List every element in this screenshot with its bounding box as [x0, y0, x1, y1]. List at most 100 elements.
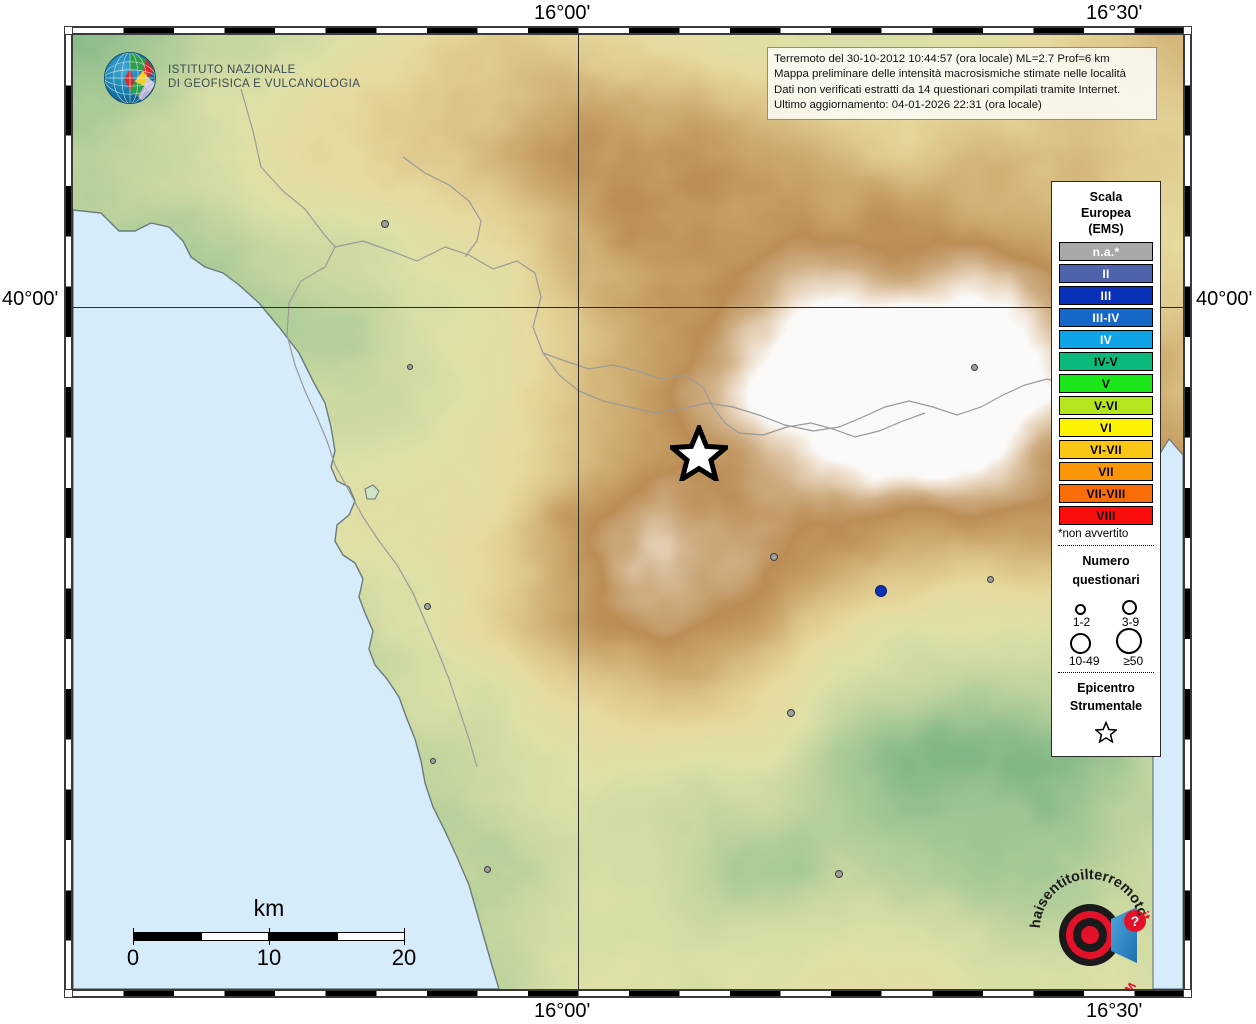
scale-bar-label-0: 0: [126, 945, 140, 970]
graticule-band-bottom: [72, 990, 1184, 997]
scale-bar-seg-3: [269, 932, 337, 941]
intensity-marker[interactable]: [430, 758, 436, 764]
legend-title-line3: (EMS): [1088, 222, 1124, 236]
legend-divider-2: [1058, 671, 1154, 673]
ingv-globe-icon: [104, 52, 156, 104]
intensity-marker[interactable]: [381, 220, 389, 228]
count-circle-10-49: [1069, 632, 1091, 654]
legend-swatch-label: V: [1101, 376, 1111, 391]
scale-bar-unit: km: [253, 895, 285, 921]
graticule-label-top-left: 16°00': [534, 2, 591, 24]
graticule-label-top-right: 16°30': [1086, 2, 1143, 24]
legend-swatch-iii-iv: III-IV: [1059, 308, 1153, 327]
ingv-logo-line2: DI GEOFISICA E VULCANOLOGIA: [168, 78, 361, 90]
legend-swatch-n-a-: n.a.*: [1059, 242, 1153, 261]
legend-count-title-line1: Numero: [1082, 554, 1130, 568]
scale-bar-label-10: 10: [256, 945, 282, 970]
info-line-2: Mappa preliminare delle intensità macros…: [774, 68, 1127, 81]
graticule-band-left: [65, 34, 72, 990]
count-label-50: ≥50: [1123, 653, 1144, 668]
legend-swatch-ii: II: [1059, 264, 1153, 283]
event-info-box: Terremoto del 30-10-2012 10:44:57 (ora l…: [767, 47, 1157, 120]
info-line-1: Terremoto del 30-10-2012 10:44:57 (ora l…: [774, 53, 1110, 65]
count-circle-1-2: [1075, 603, 1086, 615]
scale-bar-tick-0: [133, 928, 134, 945]
legend-swatch-iii: III: [1059, 286, 1153, 305]
intensity-marker[interactable]: [423, 602, 431, 610]
ingv-logo-text: ISTITUTO NAZIONALE DI GEOFISICA E VULCAN…: [168, 64, 360, 91]
legend-epicentre-symbol: [1057, 720, 1155, 748]
coastline-layer: [73, 88, 1183, 989]
graticule-label-bottom-right: 16°30': [1086, 1000, 1143, 1022]
intensity-marker[interactable]: [787, 709, 795, 717]
legend-swatch-label: IV: [1100, 332, 1112, 347]
map-canvas[interactable]: ISTITUTO NAZIONALE DI GEOFISICA E VULCAN…: [73, 35, 1183, 989]
legend-swatch-label: II: [1102, 266, 1110, 281]
intensity-marker[interactable]: [483, 865, 491, 873]
graticule-meridian-16-00: [578, 35, 579, 989]
scale-bar-label-20: 20: [391, 945, 417, 970]
legend-swatch-label: V-VI: [1094, 398, 1118, 413]
legend-footnote: *non avvertito: [1058, 528, 1129, 540]
graticule-band-top: [72, 27, 1184, 34]
legend-swatch-label: III-IV: [1092, 310, 1120, 325]
legend-star-icon: [1093, 720, 1119, 744]
scale-bar-labels: 0 10 20: [119, 945, 419, 971]
legend-swatch-label: VI: [1100, 420, 1112, 435]
epicentre-star-icon[interactable]: [670, 425, 728, 481]
count-label-1-2: 1-2: [1072, 614, 1091, 629]
legend-swatch-label: VII-VIII: [1086, 486, 1126, 501]
intensity-marker[interactable]: [875, 585, 887, 597]
graticule-label-bottom-left: 16°00': [534, 1000, 591, 1022]
legend-swatch-iv: IV: [1059, 330, 1153, 349]
ingv-logo-line1: ISTITUTO NAZIONALE: [168, 64, 296, 77]
hsit-logo-text-bottom: www.: [1099, 978, 1140, 989]
scale-bar-seg-4: [337, 932, 405, 941]
scale-bar-seg-1: [133, 932, 201, 941]
scale-bar-tick-10: [269, 928, 270, 945]
legend-swatch-label: IV-V: [1094, 354, 1118, 369]
legend-swatch-label: VI-VII: [1090, 442, 1122, 457]
legend-swatch-vi: VI: [1059, 418, 1153, 437]
scale-bar-seg-2: [201, 932, 269, 941]
svg-text:?: ?: [1131, 913, 1140, 929]
info-line-4: Ultimo aggiornamento: 04-01-2026 22:31 (…: [774, 99, 1042, 112]
legend-count-title-line2: questionari: [1072, 572, 1140, 587]
legend-swatch-iv-v: IV-V: [1059, 352, 1153, 371]
scale-bar-tick-20: [404, 928, 405, 945]
graticule-label-right: 40°00': [1196, 288, 1253, 310]
legend-swatch-label: VII: [1098, 464, 1114, 479]
svg-text:www.: www.: [1099, 978, 1140, 990]
legend-epicentre-title-line2: Strumentale: [1069, 699, 1143, 714]
map-legend: Scala Europea (EMS) n.a.* II III III-IV IV IV…: [1051, 181, 1161, 757]
intensity-marker[interactable]: [835, 870, 843, 878]
legend-intensity-swatches: n.a.* II III III-IV IV IV-V V V-VI VI VI-VII VII VI…: [1057, 242, 1155, 525]
legend-swatch-viii: VIII: [1059, 506, 1153, 525]
legend-swatch-v: V: [1059, 374, 1153, 393]
legend-swatch-vi-vii: VI-VII: [1059, 440, 1153, 459]
intensity-marker[interactable]: [986, 575, 994, 583]
count-circle-3-9: [1122, 599, 1137, 615]
legend-swatch-label: III: [1100, 288, 1112, 303]
intensity-marker[interactable]: [770, 553, 778, 561]
haisentitoilterremoto-logo[interactable]: ? haisentitoilterremoto www. .it: [1025, 867, 1155, 990]
scale-bar: km 0 10 20: [119, 895, 419, 971]
legend-swatch-label: VIII: [1096, 508, 1116, 523]
legend-count-symbols: 1-2 3-9 10-49 ≥50: [1057, 593, 1155, 668]
map-viewport[interactable]: ISTITUTO NAZIONALE DI GEOFISICA E VULCAN…: [72, 34, 1184, 990]
legend-title-line1: Scala: [1089, 190, 1123, 204]
legend-title-line2: Europea: [1080, 206, 1131, 220]
count-label-3-9: 3-9: [1121, 614, 1140, 629]
intensity-marker[interactable]: [407, 364, 413, 370]
legend-swatch-v-vi: V-VI: [1059, 396, 1153, 415]
count-label-10-49: 10-49: [1068, 653, 1100, 668]
graticule-parallel-40-00: [73, 307, 1183, 308]
legend-divider-1: [1058, 545, 1154, 546]
scale-bar-track: [133, 928, 405, 945]
intensity-marker[interactable]: [970, 363, 978, 371]
info-line-3: Dati non verificati estratti da 14 quest…: [774, 83, 1121, 96]
graticule-band-right: [1184, 34, 1191, 990]
legend-epicentre-title-line1: Epicentro: [1077, 680, 1135, 695]
ingv-logo: ISTITUTO NAZIONALE DI GEOFISICA E VULCAN…: [101, 49, 360, 107]
